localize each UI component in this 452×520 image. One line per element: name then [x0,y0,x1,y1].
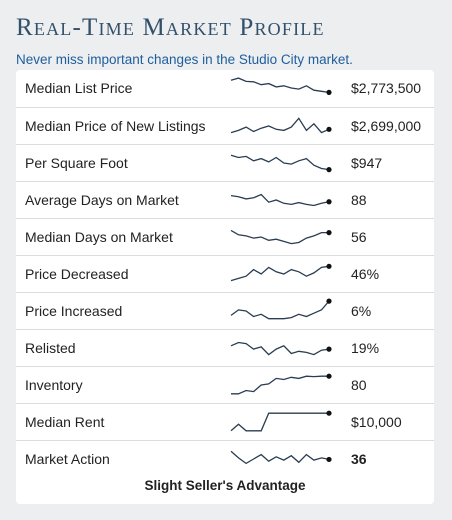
sparkline-path [230,154,330,171]
sparkline-path [230,265,330,282]
sparkline-path [230,412,329,432]
sparkline-endpoint [326,126,332,132]
sparkline-median-list-price [230,77,332,95]
metric-value: 56 [351,229,367,245]
metric-label: Price Increased [25,303,123,319]
metric-value: $2,699,000 [351,118,422,134]
sparkline-path [230,450,330,465]
sparkline-endpoint [326,456,332,463]
metric-row-median-rent: Median Rent $10,000 [16,403,434,440]
sparkline-endpoint [326,89,332,95]
sparkline-path [230,77,330,94]
metric-value: 19% [351,340,380,356]
metric-label: Median List Price [25,80,133,96]
metric-row-relisted: Relisted 19% [16,329,434,366]
metric-value: 6% [351,303,372,319]
widget-title: Real-Time Market Profile [16,14,325,41]
widget-subtitle: Never miss important changes in the Stud… [16,52,353,67]
sparkline-endpoint [326,167,332,173]
sparkline-per-square-foot [230,154,332,173]
sparkline-path [230,229,329,245]
metric-value: $2,773,500 [351,80,422,96]
sparkline-average-days-on-market [230,193,332,207]
sparkline-relisted [230,341,332,356]
sparkline-price-decreased [230,263,332,282]
sparkline-price-increased [230,298,332,320]
metric-row-market-action: Market Action 36 [16,440,434,477]
sparkline-path [230,193,330,207]
sparkline-path [230,300,330,320]
sparkline-median-days-on-market [230,229,332,245]
sparkline-median-price-of-new-listings [230,117,332,134]
metric-label: Median Price of New Listings [25,118,206,134]
metric-row-median-price-of-new-listings: Median Price of New Listings $2,699,000 [16,107,434,144]
metric-row-per-square-foot: Per Square Foot $947 [16,144,434,181]
sparkline-median-rent [230,410,332,432]
sparkline-endpoint [326,298,332,304]
metric-label: Per Square Foot [25,155,128,171]
market-profile-card: Median List Price $2,773,500 Median Price … [16,70,434,504]
metric-label: Median Days on Market [25,229,173,245]
sparkline-inventory [231,373,332,395]
sparkline-endpoint [326,373,332,379]
metric-value: 36 [351,451,367,467]
metric-value: 88 [351,192,367,208]
sparkline-endpoint [326,410,332,416]
metric-label: Inventory [25,377,83,393]
metric-label: Median Rent [25,414,105,430]
market-action-summary: Slight Seller's Advantage [144,478,306,493]
metric-label: Average Days on Market [25,192,179,208]
sparkline-path [230,341,330,356]
metric-label: Price Decreased [25,266,129,282]
metric-row-median-days-on-market: Median Days on Market 56 [16,218,434,255]
metric-label: Relisted [25,340,76,356]
metric-row-price-decreased: Price Decreased 46% [16,255,434,292]
sparkline-endpoint [326,263,332,269]
sparkline-market-action [230,450,332,465]
metric-label: Market Action [25,451,110,467]
metric-value: 46% [351,266,380,282]
metric-value: $10,000 [351,414,402,430]
sparkline-path [231,375,329,395]
sparkline-endpoint [326,199,332,205]
sparkline-endpoint [326,346,332,352]
metric-row-median-list-price: Median List Price $2,773,500 [16,70,434,107]
sparkline-path [230,117,330,134]
metric-value: $947 [351,155,383,171]
metric-row-price-increased: Price Increased 6% [16,292,434,329]
metric-row-average-days-on-market: Average Days on Market 88 [16,181,434,218]
sparkline-endpoint [326,230,332,236]
metric-row-inventory: Inventory 80 [16,366,434,403]
metric-value: 80 [351,377,367,393]
